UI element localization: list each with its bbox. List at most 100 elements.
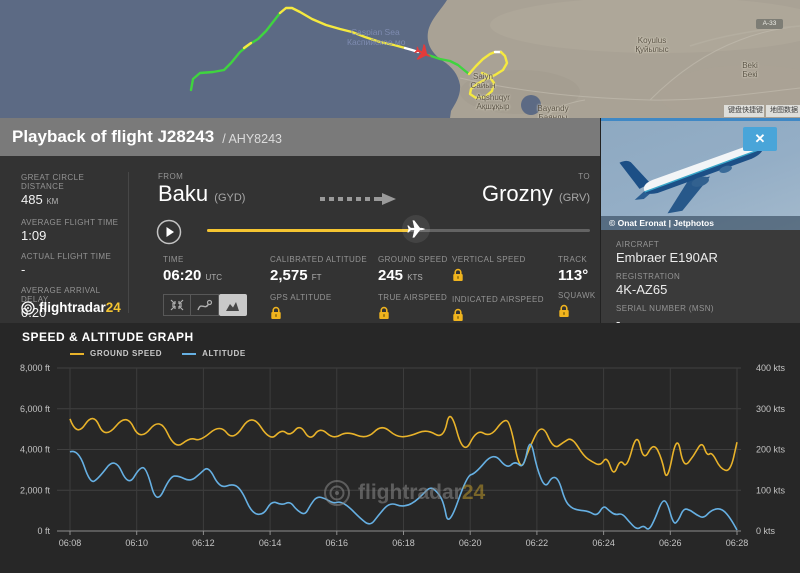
graph-title: SPEED & ALTITUDE GRAPH [22,330,194,344]
axis-tick-label: 06:18 [392,538,415,548]
terrain-patch [490,0,800,53]
lock-icon[interactable] [558,304,596,324]
stat-average-arrival-delay: AVERAGE ARRIVAL DELAY 0:20 [21,286,121,320]
origin-block: FROM Baku (GYD) [158,172,245,211]
field-label: TRACK [558,255,588,264]
field-unit: KTS [407,273,423,282]
map-view[interactable]: Caspian Sea Каспийское мо Koyulus Қуйылыс… [0,0,800,118]
stat-value: 1:09 [21,228,47,243]
stat-label: ACTUAL FLIGHT TIME [21,252,112,261]
axis-tick-label: 06:12 [192,538,215,548]
legend-dash [70,352,84,355]
origin-city: Baku [158,181,209,206]
telemetry-vertical-speed: VERTICAL SPEED INDICATED AIRSPEED [452,255,544,328]
terrain-patch [460,70,580,114]
speed-altitude-graph[interactable]: 8,000 ft 6,000 ft 4,000 ft 2,000 ft 0 ft 400 … [0,323,800,573]
sea-label-ru: Каспийское мо [347,37,406,47]
terrain-patch [660,65,800,118]
collapse-view-button[interactable] [163,294,191,316]
registration-row: REGISTRATION 4K-AZ65 [616,272,800,298]
flight-callsign: / AHY8243 [222,131,282,146]
registration-value: 4K-AZ65 [616,282,668,297]
destination-block: TO Grozny (GRV) [482,172,590,211]
field-label: CALIBRATED ALTITUDE [270,255,368,264]
lock-icon[interactable] [378,306,448,326]
page-title: Playback of flight J28243 [12,127,215,146]
stat-value: 485 [21,192,43,207]
play-button[interactable] [156,219,182,245]
axis-tick-label: 400 kts [756,363,786,373]
field-sub-label: INDICATED AIRSPEED [452,295,544,304]
route-icon [197,299,213,310]
flight-path [189,6,509,100]
close-icon[interactable]: ✕ [743,127,777,151]
lock-icon-glyph [453,308,463,321]
brand-suffix: 24 [105,300,121,315]
lock-icon-glyph [379,306,389,319]
radar-ring-icon [324,480,350,506]
aircraft-photo[interactable]: ✕ © Onat Eronat | Jetphotos [601,118,800,230]
series-ground-speed [69,415,738,477]
axis-tick-label: 2,000 ft [20,485,51,495]
town-label: Koyulus Қуйылыс [635,36,669,54]
axis-tick-label: 06:20 [459,538,482,548]
telemetry-track: TRACK 113° SQUAWK [558,255,596,324]
legend-ground-speed: GROUND SPEED [70,349,162,358]
radar-ring-icon [21,301,35,315]
axis-tick-label: 06:08 [59,538,82,548]
graph-view-button[interactable] [219,294,247,316]
msn-label: SERIAL NUMBER (MSN) [616,304,714,313]
axis-tick-label: 6,000 ft [20,404,51,414]
origin-code: (GYD) [214,192,246,204]
lock-icon[interactable] [270,306,367,326]
axis-tick-label: 0 kts [756,526,776,536]
field-sub-label: SQUAWK [558,291,596,300]
aircraft-info: AIRCRAFT Embraer E190AR REGISTRATION 4K-… [601,230,800,330]
from-label: FROM [158,172,184,181]
telemetry-time: TIME 06:20 UTC [163,255,247,316]
flight-stats: GREAT CIRCLE DISTANCE 485 KM AVERAGE FLI… [21,173,121,329]
map-keyboard-shortcuts[interactable]: 键盘快捷键 [724,105,764,117]
axis-tick-label: 06:22 [526,538,549,548]
aircraft-photo-plane [619,145,764,214]
aircraft-position-icon[interactable] [412,42,434,64]
field-value: 2,575 [270,267,308,284]
lake [521,95,541,115]
destination-code: (GRV) [559,192,590,204]
town-label: Beki Бекі [742,61,758,79]
time-label: TIME [163,255,184,264]
lock-icon[interactable] [452,268,544,288]
legend-dash [182,352,197,355]
graph-icon [226,301,239,311]
legend-label: ALTITUDE [202,349,246,358]
series-altitude [69,443,738,531]
time-unit: UTC [205,273,222,282]
aircraft-sidebar: ✕ © Onat Eronat | Jetphotos AIRCRAFT Emb… [600,118,800,329]
axis-tick-label: 300 kts [756,404,786,414]
photo-credit: © Onat Eronat | Jetphotos [601,216,800,230]
field-unit: FT [311,273,322,282]
axis-tick-label: 06:28 [726,538,749,548]
route-view-button[interactable] [191,294,219,316]
msn-row: SERIAL NUMBER (MSN) - [616,304,800,330]
stat-label: GREAT CIRCLE DISTANCE [21,173,85,191]
playback-scrub-handle[interactable] [398,213,434,249]
sea-label-en: Caspian Sea [351,27,400,37]
axis-tick-label: 200 kts [756,445,786,455]
lock-icon-glyph [559,304,569,317]
lock-icon[interactable] [452,308,544,328]
map-data-attribution[interactable]: 地图数据 [766,105,800,117]
field-sub-label: TRUE AIRSPEED [378,293,448,302]
aircraft-type: Embraer E190AR [616,250,718,265]
field-value: 245 [378,267,404,284]
brand-name: flightradar [39,300,106,315]
aircraft-type-row: AIRCRAFT Embraer E190AR [616,240,800,266]
field-label: GROUND SPEED [378,255,448,264]
axis-tick-label: 06:10 [125,538,148,548]
axis-tick-label: 8,000 ft [20,363,51,373]
route-arrow-icon [320,193,396,205]
town-label: Bayandy Баянды [537,104,569,118]
time-value: 06:20 [163,267,202,284]
town-label: Saiyn Сайын [470,72,496,90]
legend-altitude: ALTITUDE [182,349,246,358]
